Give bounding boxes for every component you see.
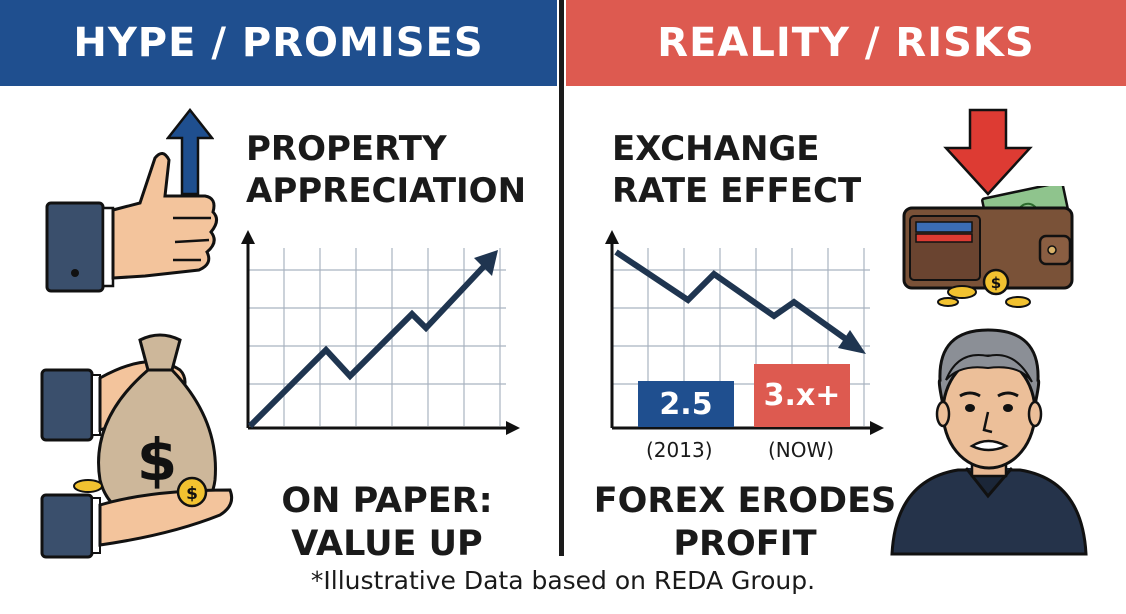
down-arrow-icon bbox=[943, 108, 1033, 196]
worried-man-icon bbox=[890, 328, 1088, 556]
svg-text:$: $ bbox=[186, 484, 198, 504]
bar-now: 3.x+ bbox=[754, 364, 850, 427]
header-reality-risks: REALITY / RISKS bbox=[566, 0, 1126, 86]
wallet-icon: $ bbox=[902, 186, 1074, 308]
bar-2013: 2.5 bbox=[638, 381, 734, 427]
center-divider bbox=[559, 0, 564, 556]
on-paper-caption: ON PAPER: VALUE UP bbox=[281, 481, 493, 564]
forex-erodes-caption: FOREX ERODES PROFIT bbox=[593, 481, 897, 564]
property-appreciation-title: PROPERTY APPRECIATION bbox=[246, 129, 527, 211]
header-hype-promises: HYPE / PROMISES bbox=[0, 0, 557, 86]
svg-text:$: $ bbox=[991, 274, 1001, 292]
exchange-rate-title: EXCHANGE RATE EFFECT bbox=[612, 129, 862, 211]
svg-text:$: $ bbox=[137, 426, 177, 494]
falling-line-chart bbox=[605, 230, 884, 435]
money-bag-icon: $ $ bbox=[40, 333, 234, 559]
footnote: *Illustrative Data based on REDA Group. bbox=[310, 566, 816, 595]
bar-label-2013: (2013) bbox=[646, 438, 713, 462]
rising-line-chart bbox=[241, 230, 520, 435]
up-arrow-icon bbox=[166, 108, 214, 196]
thumbs-up-icon bbox=[45, 152, 218, 293]
bar-label-now: (NOW) bbox=[768, 438, 835, 462]
